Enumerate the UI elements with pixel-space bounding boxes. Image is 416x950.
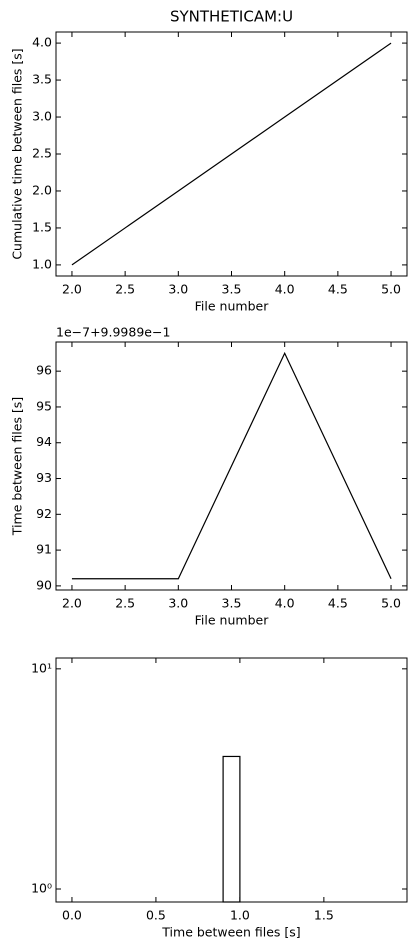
y-tick-label: 95 <box>36 398 52 413</box>
x-tick-label: 0.5 <box>146 908 166 923</box>
y-axis-label: Cumulative time between files [s] <box>10 48 25 259</box>
x-tick-label: 2.0 <box>62 596 82 611</box>
data-line <box>71 351 392 580</box>
x-tick-label: 2.0 <box>62 282 82 297</box>
y-tick-label: 92 <box>36 506 52 521</box>
x-tick-label: 2.5 <box>115 282 135 297</box>
x-tick-label: 0.0 <box>62 908 82 923</box>
hist-bar <box>222 755 241 903</box>
y-tick-label: 10⁰ <box>31 881 52 896</box>
x-axis-label: File number <box>195 613 270 628</box>
x-axis-label: File number <box>195 299 270 314</box>
x-tick-label: 2.5 <box>115 596 135 611</box>
y-tick-label: 3.0 <box>32 109 52 124</box>
offset-label: 1e−7+9.9989e−1 <box>56 325 170 340</box>
y-tick-label: 2.5 <box>32 146 52 161</box>
x-tick-label: 1.5 <box>314 908 334 923</box>
y-tick-label: 94 <box>36 434 52 449</box>
x-tick-label: 4.5 <box>328 282 348 297</box>
x-tick-label: 4.0 <box>275 282 295 297</box>
y-tick-label: 2.0 <box>32 182 52 197</box>
chart-title: SYNTHETICAM:U <box>170 8 293 26</box>
x-tick-label: 4.5 <box>328 596 348 611</box>
y-tick-label: 90 <box>36 577 52 592</box>
y-tick-label: 3.5 <box>32 72 52 87</box>
y-tick-label: 1.0 <box>32 256 52 271</box>
axes-frame <box>55 657 408 903</box>
x-axis-label: Time between files [s] <box>161 925 300 940</box>
data-line <box>71 42 392 266</box>
y-tick-label: 1.5 <box>32 219 52 234</box>
x-tick-label: 3.5 <box>222 282 242 297</box>
x-tick-label: 4.0 <box>275 596 295 611</box>
y-tick-label: 10¹ <box>31 660 52 675</box>
x-tick-label: 1.0 <box>230 908 250 923</box>
y-tick-label: 91 <box>36 542 52 557</box>
y-tick-label: 4.0 <box>32 35 52 50</box>
x-tick-label: 3.0 <box>168 282 188 297</box>
x-tick-label: 5.0 <box>381 596 401 611</box>
y-tick-label: 96 <box>36 363 52 378</box>
y-axis-label: Time between files [s] <box>10 397 25 536</box>
x-tick-label: 5.0 <box>381 282 401 297</box>
y-tick-label: 93 <box>36 470 52 485</box>
x-tick-label: 3.5 <box>222 596 242 611</box>
x-tick-label: 3.0 <box>168 596 188 611</box>
